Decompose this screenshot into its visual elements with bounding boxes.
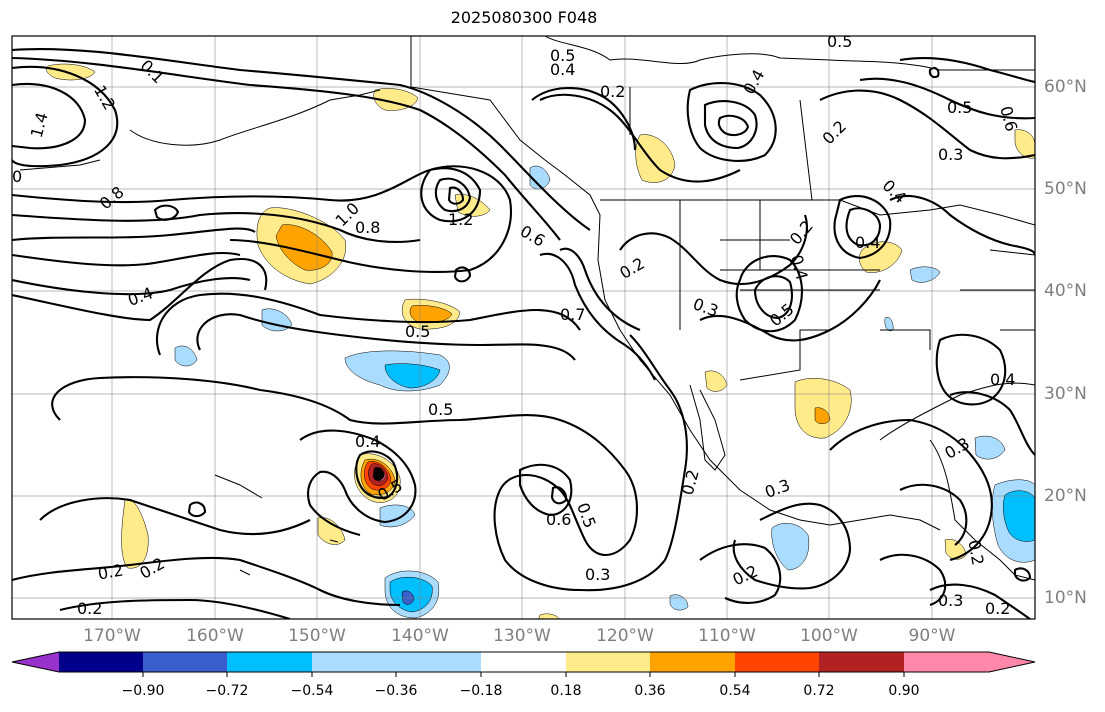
longitude-label: 150°W (288, 626, 346, 646)
positive-patch (635, 134, 676, 183)
colorbar-tick-label: 0.54 (719, 683, 751, 699)
positive-patch (46, 63, 96, 81)
colorbar-tick-label: 0.72 (803, 683, 835, 699)
colorbar-segment (227, 652, 312, 672)
contour-label: 0.5 (405, 322, 430, 341)
negative-patch (529, 165, 551, 190)
colorbar-segment (481, 652, 566, 672)
colorbar-segment (143, 652, 228, 672)
contour-label: 1.2 (448, 210, 473, 229)
latitude-label: 10°N (1044, 588, 1087, 608)
negative-patch (384, 363, 441, 389)
map-frame (11, 35, 1036, 620)
contour-label: 0.4 (550, 60, 575, 79)
longitude-label: 170°W (83, 626, 141, 646)
colorbar (11, 651, 1036, 677)
colorbar-tick-label: 0.18 (550, 683, 582, 699)
colorbar-segment (650, 652, 735, 672)
contour-label: 0.5 (550, 46, 575, 65)
colorbar-segment (312, 652, 397, 672)
colorbar-tick-label: −0.18 (459, 683, 503, 699)
negative-patch (401, 590, 415, 605)
colorbar-tick-label: −0.72 (205, 683, 249, 699)
negative-patch (909, 266, 941, 283)
longitude-label: 120°W (596, 626, 654, 646)
contour-label: 0.5 (827, 32, 852, 51)
contour-label: 0.3 (585, 565, 610, 584)
contour-label: 0.2 (985, 599, 1010, 618)
contour-label: 0.8 (355, 218, 380, 237)
colorbar-tick-label: −0.90 (121, 683, 165, 699)
latitude-label: 40°N (1044, 281, 1087, 301)
graticule (12, 36, 1035, 619)
contour-lines (12, 47, 1035, 619)
longitude-label: 160°W (186, 626, 244, 646)
contour-label: 0.2 (964, 538, 987, 566)
colorbar-segment (819, 652, 904, 672)
contour-label: 0.2 (77, 599, 102, 618)
colorbar-segment (59, 652, 144, 672)
colorbar-under-arrow (12, 652, 59, 672)
positive-patch (859, 241, 903, 273)
contour-label: 0.4 (355, 432, 380, 451)
longitude-label: 140°W (391, 626, 449, 646)
colorbar-tick-label: 0.36 (634, 683, 666, 699)
latitude-label: 30°N (1044, 384, 1087, 404)
contour-label: 0 (12, 167, 22, 186)
negative-patch (174, 345, 198, 367)
colorbar-over-arrow (989, 652, 1035, 672)
positive-patch (538, 613, 560, 619)
positive-patch (944, 539, 967, 560)
longitude-label: 110°W (698, 626, 756, 646)
contour-label: 0.2 (600, 82, 625, 101)
colorbar-segment (396, 652, 481, 672)
contour-label: 0.5 (947, 98, 972, 117)
latitude-label: 50°N (1044, 179, 1087, 199)
negative-patch (1003, 490, 1035, 542)
colorbar-tick-label: −0.36 (374, 683, 418, 699)
positive-patch (1014, 129, 1035, 159)
negative-patch (669, 594, 689, 611)
positive-patch (275, 224, 333, 271)
contour-label: 0.2 (96, 560, 124, 583)
longitude-label: 100°W (800, 626, 858, 646)
colorbar-segment (566, 652, 651, 672)
positive-patch (794, 378, 852, 439)
positive-patch (317, 517, 346, 545)
colorbar-segment (735, 652, 820, 672)
colorbar-segment (904, 652, 989, 672)
positive-patch (814, 407, 831, 424)
shaded-anomalies (46, 63, 1035, 619)
contour-label: 0.4 (855, 233, 880, 252)
negative-patch (771, 523, 810, 571)
extreme-center (373, 467, 385, 481)
colorbar-tick-label: 0.90 (888, 683, 920, 699)
negative-patch (974, 435, 1006, 460)
map-title: 2025080300 F048 (450, 8, 598, 27)
longitude-label: 90°W (908, 626, 956, 646)
contour-label: 0.7 (560, 305, 585, 324)
longitude-label: 130°W (493, 626, 551, 646)
contour-label: 0.5 (428, 400, 453, 419)
latitude-label: 60°N (1044, 77, 1087, 97)
contour-label: 0.3 (938, 591, 963, 610)
latitude-label: 20°N (1044, 486, 1087, 506)
contour-label: 0.6 (546, 510, 571, 529)
map-background (12, 36, 1035, 619)
colorbar-tick-label: −0.54 (290, 683, 334, 699)
contour-label: 0.3 (938, 145, 963, 164)
contour-label: 0.4 (990, 370, 1015, 389)
